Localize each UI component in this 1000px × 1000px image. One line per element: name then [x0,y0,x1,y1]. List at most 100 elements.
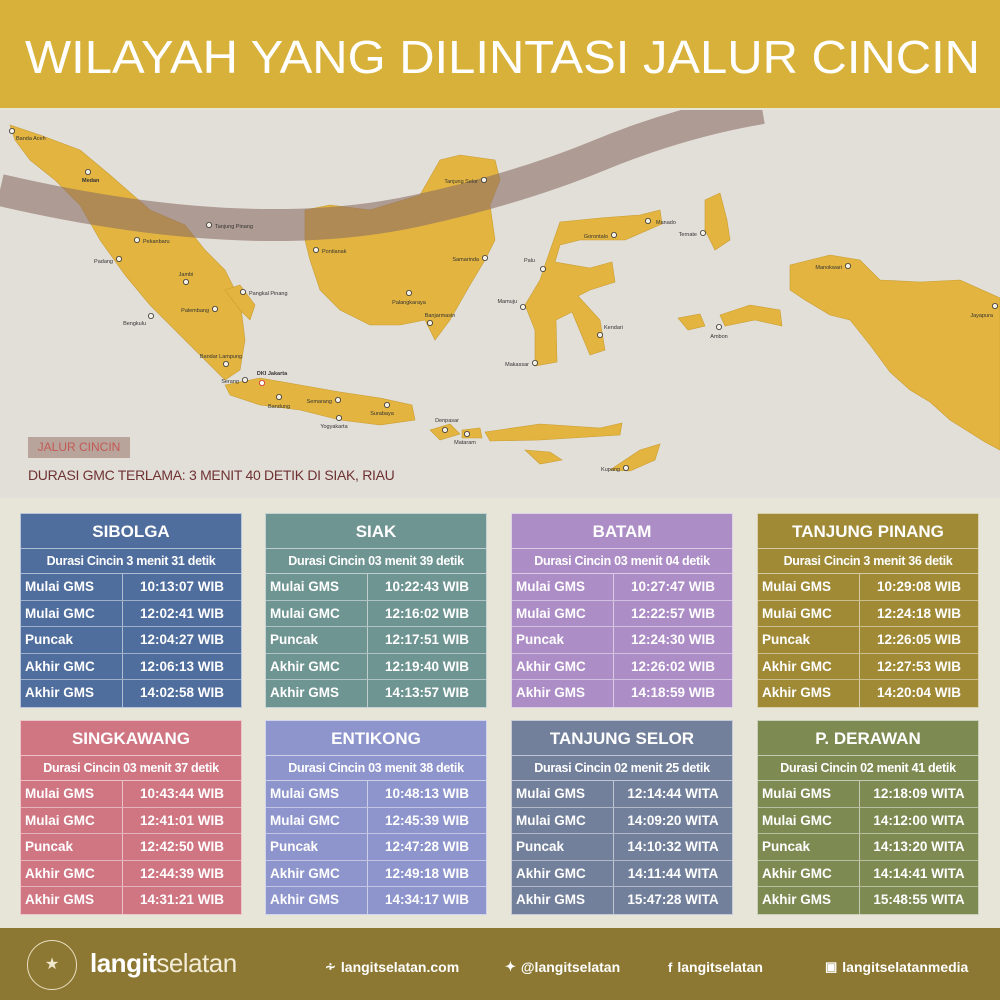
footer: ★ langitselatan ∻ langitselatan.com ✦ @lan… [0,928,1000,1000]
city-label: Makassar [505,362,529,368]
city-dot-icon [463,430,470,437]
phase-time: 14:34:17 WIB [384,892,470,908]
ring-duration: Durasi Cincin 3 menit 31 detik [21,549,241,574]
city-marker: Gorontalo [584,231,618,240]
table-row: Mulai GMC 12:02:41 WIB [21,600,241,628]
instagram-link[interactable]: ▣ langitselatanmedia [825,959,968,975]
phase-label: Akhir GMC [266,653,368,680]
location-card: TANJUNG SELOR Durasi Cincin 02 menit 25 d… [511,720,733,915]
phase-time: 14:12:00 WITA [873,812,965,828]
phase-time: 14:02:58 WIB [139,685,225,701]
phase-time: 12:24:18 WIB [876,605,962,621]
city-dot-icon [597,331,604,338]
table-row: Mulai GMS 10:43:44 WIB [21,781,241,808]
phase-label: Mulai GMC [512,807,614,834]
ring-duration: Durasi Cincin 02 menit 25 detik [512,756,732,781]
phase-label: Puncak [266,834,368,860]
phase-time: 14:31:21 WIB [139,892,225,908]
city-label: Mataram [454,440,476,446]
location-title: SIBOLGA [21,514,241,549]
city-dot-icon [275,393,282,400]
table-row: Mulai GMC 12:16:02 WIB [266,600,486,628]
table-row: Akhir GMS 14:02:58 WIB [21,680,241,707]
phase-time: 14:09:20 WITA [627,812,719,828]
city-marker: Pangkal Pinang [239,288,288,297]
phase-time: 14:11:44 WITA [627,865,719,881]
city-label: Pontianak [322,249,347,255]
city-dot-icon [716,323,723,330]
city-marker: Bandar Lampung [200,354,242,367]
city-marker: Kendari [597,325,623,338]
ring-duration: Durasi Cincin 03 menit 39 detik [266,549,486,574]
city-label: Manokwari [815,265,842,271]
city-marker: Padang [94,255,123,265]
city-label: Mamuju [497,299,517,305]
java-island [224,377,416,426]
table-row: Mulai GMC 12:22:57 WIB [512,600,732,628]
city-label: Bengkulu [123,321,146,327]
phase-label: Akhir GMC [266,860,368,887]
phase-label: Akhir GMS [512,887,614,914]
city-dot-icon [623,464,630,471]
phase-label: Puncak [21,627,123,653]
phase-label: Mulai GMC [266,807,368,834]
table-row: Akhir GMC 12:44:39 WIB [21,860,241,888]
phase-label: Puncak [758,834,860,860]
city-marker: Ternate [679,229,707,238]
twitter-icon: ✦ [505,959,516,974]
title-svg: WILAYAH YANG DILINTASI JALUR CINCIN [25,31,980,83]
table-row: Mulai GMC 12:24:18 WIB [758,600,978,628]
phase-label: Mulai GMC [758,600,860,627]
city-marker: Bandung [268,393,290,410]
phase-label: Mulai GMC [21,807,123,834]
phase-time: 10:13:07 WIB [139,579,225,594]
phase-time: 12:16:02 WIB [384,605,470,621]
phase-label: Akhir GMC [21,653,123,680]
city-dot-icon [222,360,229,367]
city-dot-icon [147,312,154,319]
city-marker: Jambi [179,272,193,285]
ring-path-band [0,110,765,242]
legend-ring-path: JALUR CINCIN [28,437,130,458]
table-row: Puncak 14:10:32 WITA [512,834,732,861]
phase-label: Akhir GMC [512,860,614,887]
sumba-island [524,449,563,465]
twitter-link[interactable]: ✦ @langitselatan [505,959,620,975]
phase-label: Puncak [512,627,614,653]
table-row: Mulai GMS 12:18:09 WITA [758,781,978,808]
facebook-link[interactable]: f langitselatan [668,959,763,975]
website-link[interactable]: ∻ langitselatan.com [325,959,459,975]
langitselatan-logo: ★ [27,940,77,990]
location-card: BATAM Durasi Cincin 03 menit 04 detik Mula… [511,513,733,708]
location-title: TANJUNG PINANG [758,514,978,549]
phase-time: 12:42:50 WIB [139,839,225,855]
map-svg: Banda Aceh Medan Tanjung Pinang Pekanbaru Pa… [0,110,1000,473]
phase-time: 14:20:04 WIB [876,685,962,701]
table-row: Puncak 12:04:27 WIB [21,627,241,654]
phase-time: 15:48:55 WITA [873,892,965,908]
city-label: Yogyakarta [320,424,348,430]
phase-label: Mulai GMC [758,807,860,834]
city-label: Kupang [601,467,620,473]
ring-duration: Durasi Cincin 03 menit 38 detik [266,756,486,781]
city-dot-icon [239,288,246,295]
city-marker: Ambon [710,323,728,340]
city-marker: Yogyakarta [320,414,349,430]
flores-island [484,422,623,442]
phase-label: Akhir GMS [266,680,368,707]
phase-label: Akhir GMC [758,653,860,680]
phase-time: 12:26:02 WIB [630,658,716,674]
table-row: Mulai GMC 12:41:01 WIB [21,807,241,835]
table-row: Mulai GMS 12:14:44 WITA [512,781,732,808]
location-title: ENTIKONG [266,721,486,756]
city-label: Banda Aceh [16,136,46,142]
city-marker: Mamuju [497,299,527,310]
city-label: DKI Jakarta [257,371,288,377]
phase-time: 10:43:44 WIB [139,786,225,801]
table-row: Mulai GMC 14:09:20 WITA [512,807,732,835]
city-marker: Bengkulu [123,312,154,327]
city-label: Denpasar [435,418,459,424]
city-dot-icon [241,376,248,383]
city-label: Tanjung Pinang [215,224,253,230]
phase-label: Akhir GMC [758,860,860,887]
